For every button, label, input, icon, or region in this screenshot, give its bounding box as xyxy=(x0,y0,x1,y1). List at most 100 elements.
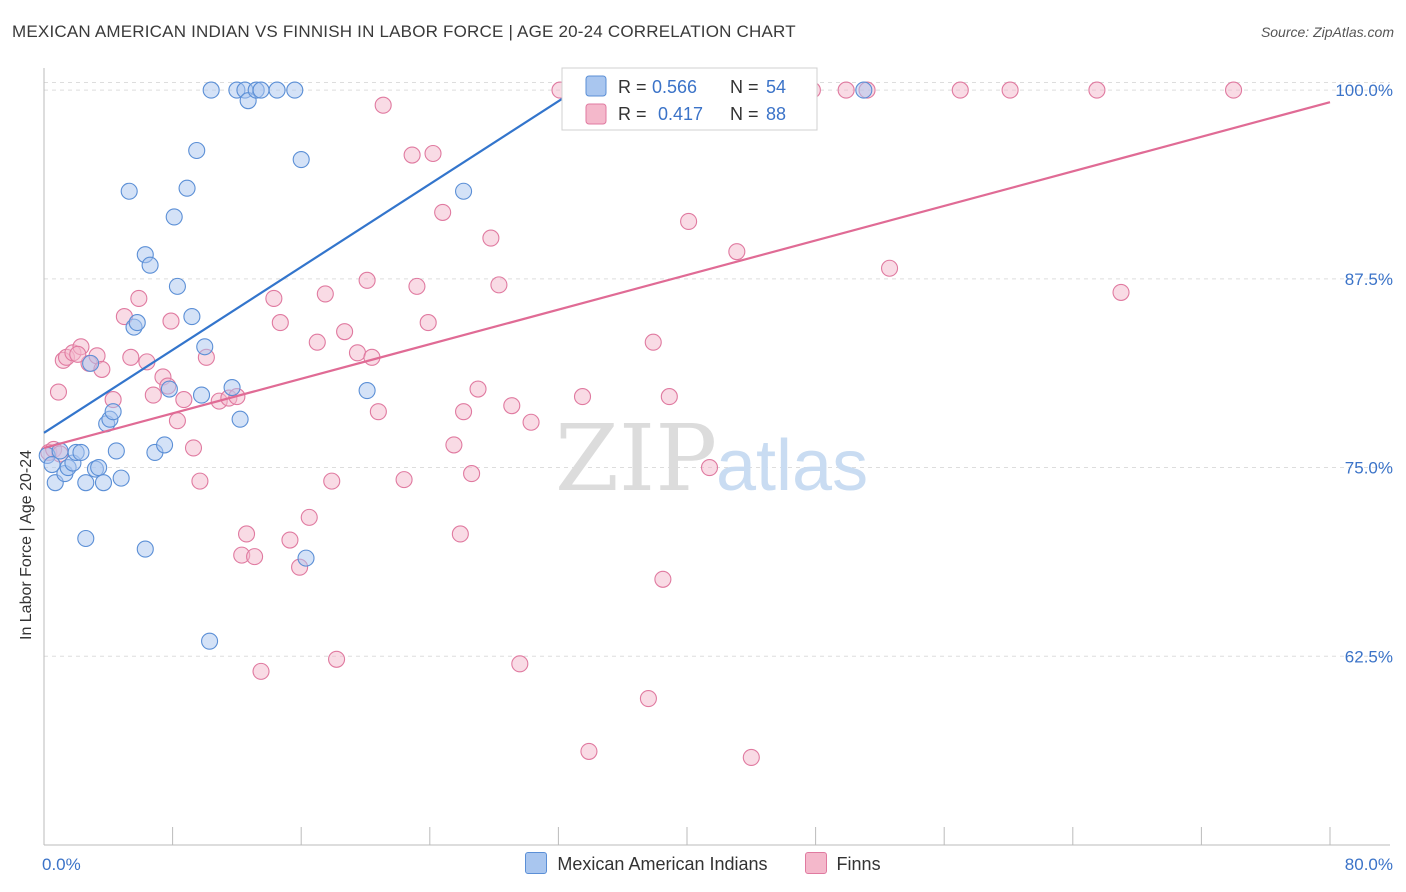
legend-swatch-pink xyxy=(585,103,607,125)
finns-point-35 xyxy=(300,508,318,526)
finns-point-37 xyxy=(316,285,334,303)
finns-point-54 xyxy=(455,403,473,421)
finns-point-83 xyxy=(1088,81,1106,99)
mexican-american-indians-point-25 xyxy=(156,436,174,454)
finns-point-87 xyxy=(69,345,87,363)
watermark-zip: ZIP xyxy=(555,405,717,512)
mexican-american-indians-point-10 xyxy=(82,354,100,372)
legend-swatch-blue xyxy=(585,75,607,97)
legend-r-value-2: 0.417 xyxy=(658,104,703,124)
finns-point-2 xyxy=(49,383,68,401)
finns-point-28 xyxy=(237,525,256,543)
finns-point-69 xyxy=(644,333,662,351)
mexican-american-indians-point-26 xyxy=(160,380,178,398)
legend-n-value-2: 88 xyxy=(766,104,786,124)
mexican-american-indians-point-46 xyxy=(358,381,376,400)
y-tick-label-0: 62.5% xyxy=(1345,647,1393,666)
mexican-american-indians-point-23 xyxy=(141,256,159,274)
finns-point-38 xyxy=(323,472,341,490)
finns-point-12 xyxy=(122,348,140,366)
finns-point-39 xyxy=(328,650,346,668)
finns-point-53 xyxy=(451,525,469,543)
finns-point-72 xyxy=(680,212,698,231)
mexican-american-indians-point-31 xyxy=(188,141,206,160)
legend-r-label-2: R = xyxy=(618,104,647,124)
finns-point-74 xyxy=(728,243,746,261)
legend-n-value-1: 54 xyxy=(766,77,786,97)
mexican-american-indians-point-16 xyxy=(104,403,122,421)
watermark-atlas: atlas xyxy=(716,426,868,506)
finns-point-15 xyxy=(144,386,162,404)
mexican-american-indians-point-28 xyxy=(168,277,186,295)
legend-r-value-1: 0.566 xyxy=(652,77,697,97)
finns-point-18 xyxy=(162,312,180,330)
finns-point-81 xyxy=(951,81,969,99)
finns-point-21 xyxy=(184,439,203,457)
trend-line-finns xyxy=(43,101,1331,449)
legend-item-finns: Finns xyxy=(804,852,881,875)
y-tick-label-2: 87.5% xyxy=(1345,270,1393,289)
mexican-american-indians-point-51 xyxy=(77,529,95,548)
tick-labels: 62.5% 75.0% 87.5% 100.0% 0.0% 80.0% xyxy=(42,81,1393,874)
finns-point-30 xyxy=(252,662,270,680)
mexican-american-indians-point-42 xyxy=(268,81,286,99)
mexican-american-indians-point-13 xyxy=(94,474,113,492)
mexican-american-indians-point-43 xyxy=(286,81,304,99)
finns-point-44 xyxy=(369,403,387,421)
finns-point-47 xyxy=(403,146,421,164)
stats-legend: R = 0.566 N = 54 R = 0.417 N = 88 xyxy=(561,67,818,131)
y-tick-label-1: 75.0% xyxy=(1345,459,1393,478)
mexican-american-indians-point-30 xyxy=(183,308,201,326)
trend-line-mexican-american-indians xyxy=(43,81,588,434)
gridlines xyxy=(44,82,1390,657)
watermark: ZIP atlas xyxy=(555,405,868,512)
mexican-american-indians-point-21 xyxy=(128,314,146,332)
legend-swatch-finns xyxy=(804,852,827,874)
finns-point-61 xyxy=(522,413,540,431)
finns-point-78 xyxy=(837,81,855,99)
finns-point-40 xyxy=(336,323,354,341)
mexican-american-indians-point-47 xyxy=(455,182,473,200)
legend-label-finns: Finns xyxy=(836,854,881,874)
x-tick-label-0: 0.0% xyxy=(42,855,81,874)
legend-n-label-2: N = xyxy=(730,104,759,124)
finns-point-22 xyxy=(191,472,209,490)
mexican-american-indians-point-1 xyxy=(43,455,61,474)
finns-point-59 xyxy=(503,397,521,415)
legend-item-mexican-american-indians: Mexican American Indians xyxy=(525,852,768,875)
finns-point-33 xyxy=(281,531,299,549)
finns-point-55 xyxy=(463,465,481,483)
mexican-american-indians-point-17 xyxy=(107,442,125,460)
mexican-american-indians-point-45 xyxy=(297,549,315,567)
finns-point-19 xyxy=(168,412,186,430)
finns-point-51 xyxy=(434,203,452,221)
chart-title: MEXICAN AMERICAN INDIAN VS FINNISH IN LA… xyxy=(12,22,796,41)
mexican-american-indians-point-41 xyxy=(252,81,270,99)
source-label: Source: ZipAtlas.com xyxy=(1260,24,1394,40)
finns-point-64 xyxy=(573,388,592,406)
finns-point-80 xyxy=(880,259,899,277)
finns-point-58 xyxy=(490,276,508,294)
mexican-american-indians-point-27 xyxy=(165,208,183,226)
finns-point-73 xyxy=(700,458,719,477)
finns-point-60 xyxy=(511,655,529,673)
legend-r-label-1: R = xyxy=(618,77,647,97)
finns-point-36 xyxy=(308,333,326,351)
mexican-american-indians-point-52 xyxy=(136,540,154,558)
legend-swatch-mexican-american-indians xyxy=(525,852,548,874)
y-tick-label-3: 100.0% xyxy=(1335,81,1393,100)
trend-lines xyxy=(43,81,1331,449)
legend-label-mexican-american-indians: Mexican American Indians xyxy=(557,854,768,874)
finns-point-57 xyxy=(482,229,500,247)
finns-point-65 xyxy=(580,742,598,760)
finns-point-84 xyxy=(1112,283,1130,301)
legend-n-label-1: N = xyxy=(730,77,759,97)
finns-point-42 xyxy=(358,271,376,289)
finns-point-49 xyxy=(419,314,437,332)
mexican-american-indians-point-37 xyxy=(231,410,249,428)
finns-point-56 xyxy=(469,380,487,398)
finns-point-41 xyxy=(348,344,367,362)
finns-point-20 xyxy=(175,391,193,409)
mexican-american-indians-point-34 xyxy=(202,81,220,99)
